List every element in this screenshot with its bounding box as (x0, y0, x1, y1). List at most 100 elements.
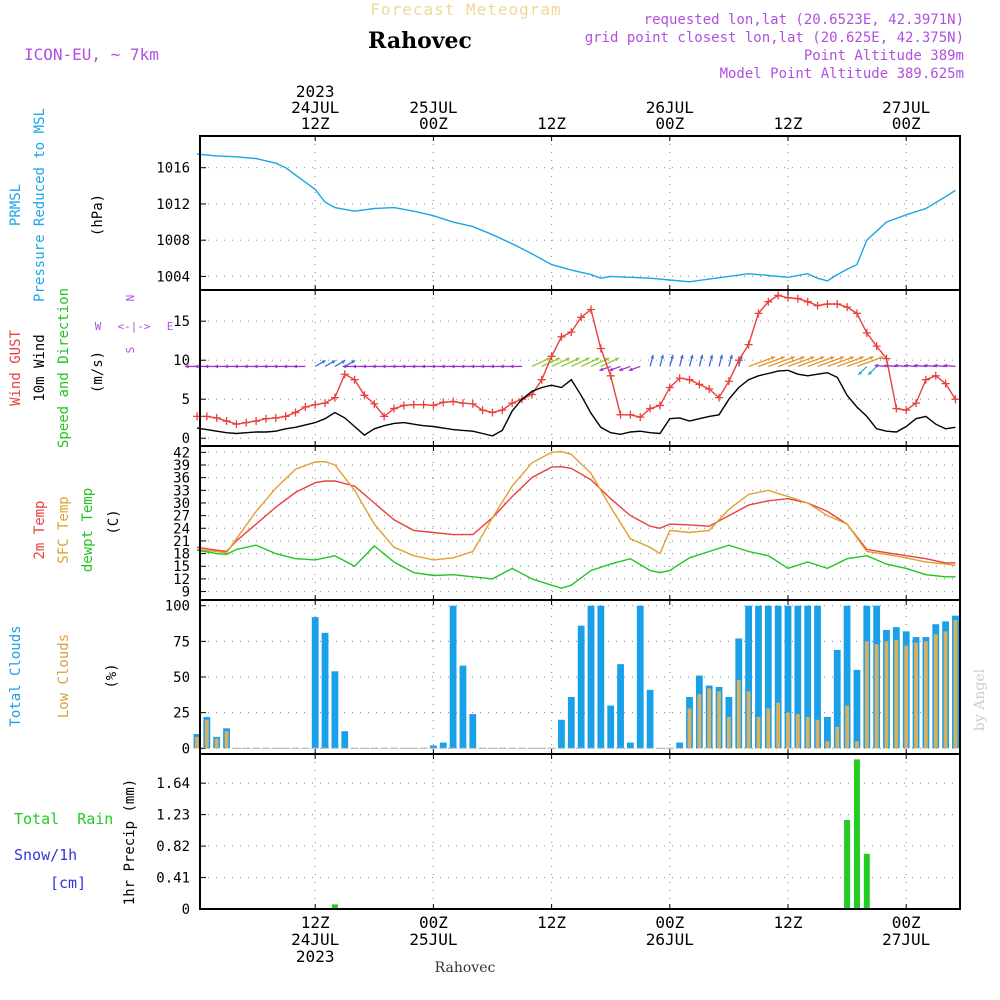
y-tick-label: 27 (173, 509, 190, 525)
label-dewpt-temp: dewpt Temp (80, 488, 96, 572)
wind-arrow-head (253, 364, 258, 369)
bar-low-clouds (214, 738, 219, 749)
wind-arrow-head (575, 357, 580, 362)
wind-arrow (787, 356, 815, 368)
bottom-time-label: 26JUL (646, 930, 694, 949)
top-time-label: 12Z (537, 114, 566, 133)
y-tick-label: 12 (173, 572, 190, 588)
gust-marker (291, 408, 300, 417)
gust-marker (862, 328, 871, 337)
wind-arrow (797, 356, 825, 368)
wind-arrow-head (204, 364, 209, 369)
wind-arrow-head (546, 357, 551, 362)
bar-total-clouds (676, 742, 684, 749)
wind-arrow-head (293, 364, 297, 369)
y-tick-label: 1012 (156, 197, 190, 213)
wind-arrow-head (342, 364, 347, 369)
wind-arrow-head (351, 360, 356, 364)
y-tick-label: 1008 (156, 233, 190, 249)
gust-marker (232, 420, 241, 429)
gust-marker (330, 393, 339, 402)
top-time-label: 24JUL (291, 98, 339, 117)
gust-marker (695, 380, 704, 389)
bar-total-clouds (745, 605, 752, 749)
bar-low-clouds (914, 642, 918, 749)
wind-arrow-head (214, 364, 219, 369)
y-tick-label: 1.23 (156, 808, 190, 824)
wind-arrow (768, 356, 795, 368)
gust-marker (843, 303, 852, 312)
bar-low-clouds (815, 719, 820, 749)
watermark: by Angel (972, 668, 988, 731)
wind-arrow-head (273, 364, 278, 369)
bar-low-clouds (717, 691, 721, 749)
wind-arrow (807, 356, 835, 368)
bar-total-clouds (567, 696, 575, 749)
wind-arrow-head (820, 356, 825, 360)
bar-total-clouds (439, 742, 447, 749)
gust-marker (596, 344, 605, 353)
bar-total-clouds (587, 605, 595, 749)
wind-arrow (748, 356, 776, 368)
bar-low-clouds (825, 741, 830, 749)
bar-low-clouds (224, 731, 229, 749)
bottom-time-label: 25JUL (409, 930, 457, 949)
wind-arrow-head (790, 356, 795, 360)
gust-marker (852, 309, 861, 318)
wind-arrow-head (729, 354, 733, 359)
wind-arrow-head (411, 364, 416, 369)
bottom-time-label: 12Z (301, 913, 330, 932)
gust-marker (281, 412, 290, 421)
wind-arrow-head (185, 364, 189, 369)
bar-total-clouds (804, 605, 812, 749)
top-time-label: 2023 (296, 82, 335, 101)
y-tick-label: 5 (182, 392, 190, 408)
y-tick-label: 21 (173, 534, 190, 550)
bar-total-clouds (311, 617, 319, 749)
label-2m-temp: 2m Temp (32, 500, 48, 559)
gust-marker (636, 413, 645, 422)
wind-arrow-head (372, 364, 376, 369)
bar-total-clouds (341, 731, 349, 749)
wind-arrow (856, 356, 884, 368)
wind-arrow-head (650, 354, 655, 359)
bottom-time-label: 12Z (774, 913, 803, 932)
wind-arrow-head (263, 364, 268, 369)
footer-location: Rahovec (435, 960, 496, 976)
bar-low-clouds (204, 719, 209, 749)
y-tick-label: 0.82 (156, 839, 190, 855)
bar-total-clouds (577, 625, 585, 749)
wind-arrow-head (868, 371, 873, 375)
gust-marker (468, 399, 477, 408)
y-tick-label: 0 (182, 741, 190, 757)
label-sfc-temp: SFC Temp (56, 496, 72, 563)
wind-arrow-head (352, 364, 356, 369)
wind-arrow-head (923, 363, 928, 368)
clouds-panel: 0 25 50 75 100 (165, 599, 961, 757)
gust-marker (301, 403, 310, 411)
bar-low-clouds (697, 694, 702, 749)
gust-marker (803, 297, 812, 306)
bar-total-clouds (449, 605, 457, 749)
y-tick-label: 0 (182, 431, 190, 447)
wind-arrow-head (382, 364, 386, 369)
wind-arrow-head (943, 363, 948, 368)
gust-marker (626, 410, 635, 419)
bottom-time-label: 24JUL (291, 930, 339, 949)
bar-total-clouds (597, 605, 605, 749)
gust-marker (774, 291, 783, 300)
y-tick-label: 100 (165, 599, 190, 615)
top-time-label: 12Z (301, 114, 330, 133)
label-ms: (m/s) (90, 351, 106, 393)
wind-arrow-head (614, 357, 619, 362)
bottom-time-label: 00Z (892, 913, 921, 932)
wind-arrow-head (234, 364, 238, 369)
gridpoint-coords: grid point closest lon,lat (20.625E, 42.… (585, 30, 964, 46)
bar-low-clouds (933, 634, 938, 749)
y-tick-label: 15 (173, 314, 190, 330)
bar-low-clouds (707, 688, 712, 749)
wind-arrow-head (660, 354, 664, 359)
wind-arrow-head (341, 360, 346, 364)
svg-text:W: W (95, 320, 102, 333)
wind-arrow (837, 356, 864, 368)
